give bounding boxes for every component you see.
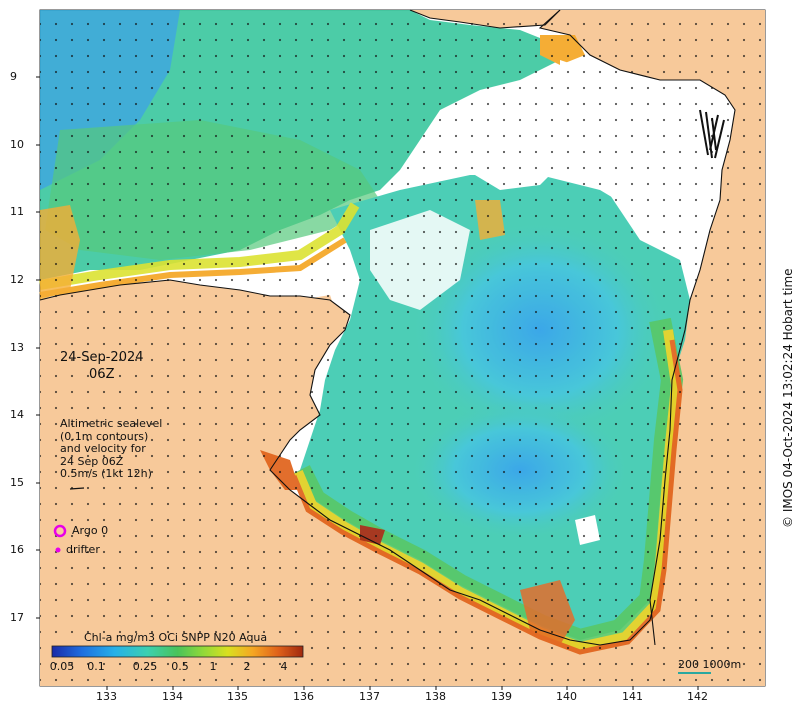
x-tick-label: 141 — [622, 690, 643, 703]
x-tick-label: 142 — [687, 690, 708, 703]
velocity-vectors — [40, 10, 765, 686]
y-tick-label: 9 — [10, 70, 17, 83]
colorbar-tick: 1 — [209, 660, 217, 673]
x-tick-label: 136 — [293, 690, 314, 703]
colorbar — [51, 645, 304, 658]
x-tick-label: 139 — [491, 690, 512, 703]
altimetry-line: 24 Sep 06Z — [60, 454, 124, 468]
y-tick-label: 14 — [10, 408, 24, 421]
colorbar-title: Chl-a mg/m3 OCi SNPP N20 Aqua — [84, 631, 268, 644]
altimetry-line: and velocity for — [60, 442, 146, 455]
drifter-tracks — [699, 109, 725, 159]
altimetry-line: 0.5m/s (1kt 12h) — [60, 467, 152, 480]
coastlines — [39, 9, 736, 646]
y-tick-label: 12 — [10, 273, 24, 286]
axis-tick-marks — [36, 76, 699, 690]
argo-marker — [53, 524, 67, 538]
x-tick-label: 135 — [227, 690, 248, 703]
x-tick-label: 138 — [425, 690, 446, 703]
x-tick-label: 140 — [556, 690, 577, 703]
altimetry-line: (0.1m contours) — [60, 429, 149, 443]
y-tick-label: 13 — [10, 341, 24, 354]
drifter-marker — [55, 547, 61, 553]
colorbar-tick: 0.25 — [132, 660, 158, 673]
date-label: 24-Sep-2024 — [60, 350, 144, 365]
colorbar-tick: 0.5 — [171, 660, 189, 673]
x-tick-label: 137 — [359, 690, 380, 703]
drifter-label: drifter — [66, 543, 100, 556]
y-tick-label: 15 — [10, 476, 24, 489]
colorbar-tick: 4 — [280, 660, 288, 673]
altimetry-note: Altimetric sealevel (0.1m contours) and … — [60, 417, 163, 481]
velocity-scale-arrow — [69, 487, 85, 490]
x-tick-label: 134 — [162, 690, 183, 703]
map-date: 24-Sep-2024 06Z — [60, 349, 144, 383]
y-tick-label: 16 — [10, 543, 24, 556]
colorbar-tick: 0.05 — [49, 660, 75, 673]
y-tick-label: 17 — [10, 611, 24, 624]
y-tick-label: 10 — [10, 138, 24, 151]
y-tick-label: 11 — [10, 205, 24, 218]
colorbar-tick: 2 — [243, 660, 251, 673]
scale-label: 200 1000m — [678, 658, 742, 671]
credit-text: © IMOS 04-Oct-2024 13:02:24 Hobart time — [781, 268, 792, 528]
x-tick-label: 133 — [96, 690, 117, 703]
altimetry-line: Altimetric sealevel — [60, 417, 163, 430]
argo-label: Argo 0 — [72, 524, 109, 537]
time-label: 06Z — [89, 367, 115, 382]
colorbar-tick: 0.1 — [87, 660, 105, 673]
